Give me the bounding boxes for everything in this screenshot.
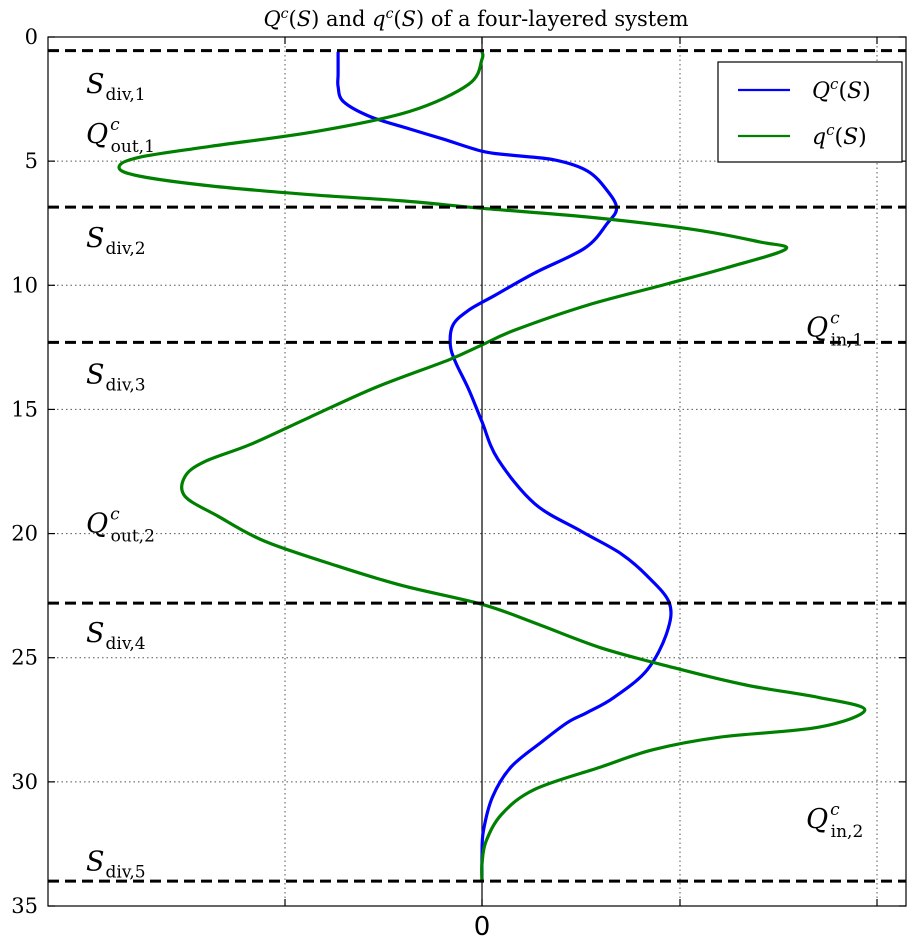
y-tick-label: 10 (11, 273, 38, 297)
y-tick-label: 15 (11, 397, 38, 421)
y-tick-label: 35 (11, 894, 38, 918)
chart-title: Qc(S) and qc(S) of a four-layered system (263, 6, 688, 31)
y-tick-label: 20 (11, 522, 38, 546)
annotation-sdiv5: Sdiv,5 (86, 846, 146, 882)
annotations: Sdiv,1 Q c out,1 Sdiv,2 Q c in,1 Sdiv,3 Q c out,2 Sd… (86, 69, 863, 882)
legend: Qc(S) qc(S) (717, 61, 903, 163)
divider-lines (48, 49, 906, 883)
annotation-sdiv2: Sdiv,2 (86, 223, 146, 259)
y-tick-label: 5 (25, 149, 38, 173)
x-tick-label: 0 (474, 912, 491, 940)
series-line-Qc (336, 51, 673, 882)
series-layer (117, 51, 867, 882)
y-tick-label: 0 (25, 25, 38, 49)
legend-box (717, 61, 903, 163)
series-line-qc (117, 51, 867, 882)
axis-ticks: 0 5 10 15 20 25 30 35 0 (11, 25, 906, 940)
annotation-sdiv3: Sdiv,3 (86, 360, 146, 396)
y-tick-label: 25 (11, 646, 38, 670)
annotation-sdiv1: Sdiv,1 (86, 69, 146, 105)
legend-label: Qc(S) (812, 75, 871, 104)
grid (48, 37, 906, 906)
y-tick-label: 30 (11, 770, 38, 794)
annotation-sdiv4: Sdiv,4 (86, 618, 146, 654)
legend-label: qc(S) (812, 121, 867, 150)
plot-frame (47, 36, 907, 907)
